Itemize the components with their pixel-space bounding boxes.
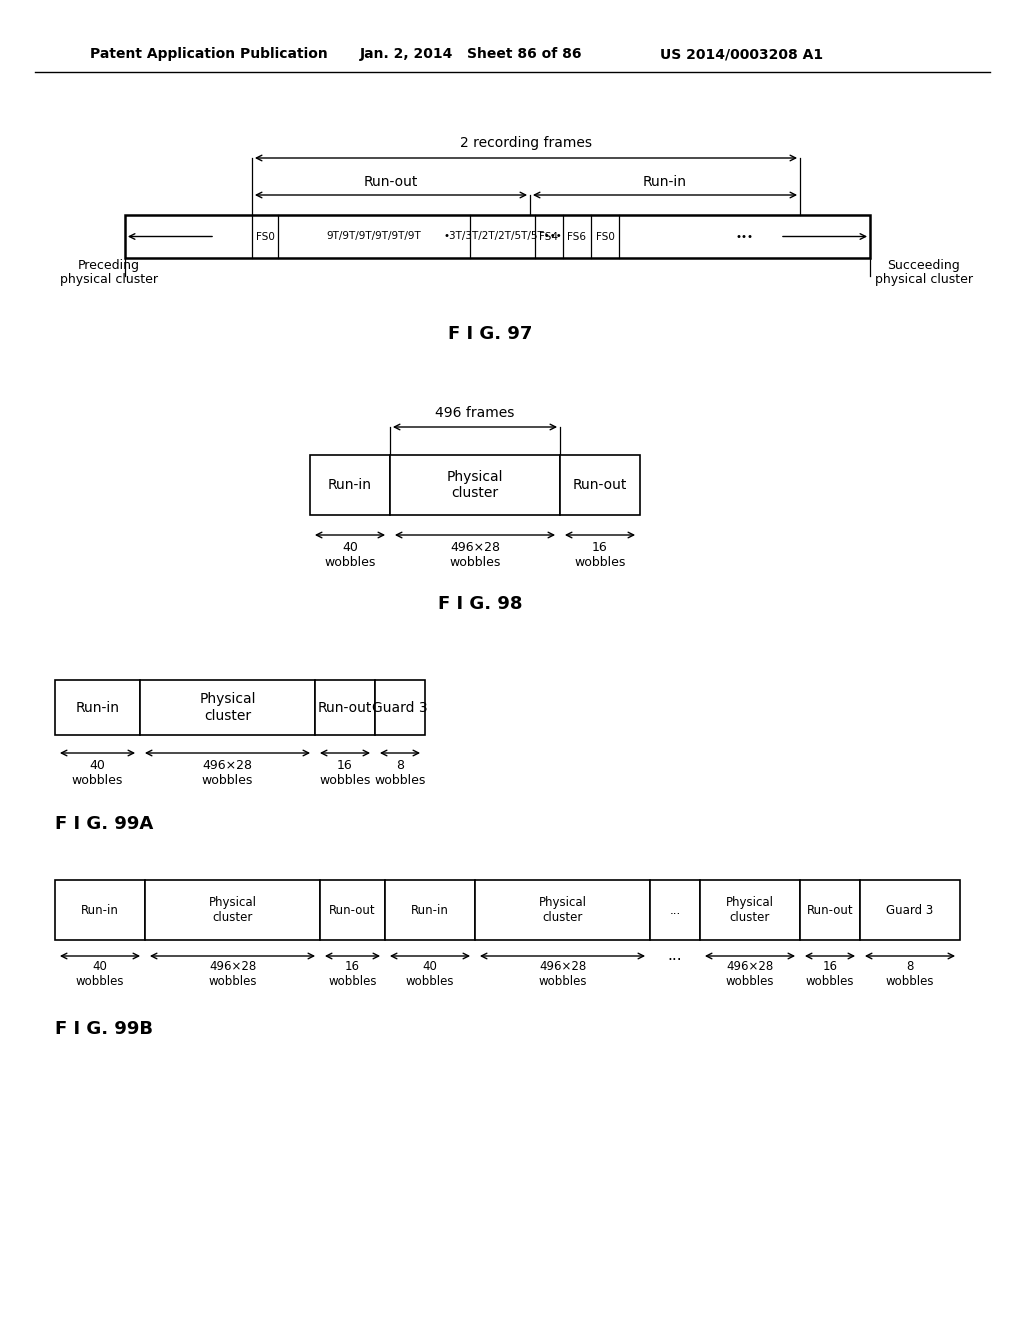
Text: Run-out: Run-out (329, 903, 376, 916)
Text: FS4: FS4 (540, 231, 558, 242)
Text: Run-out: Run-out (317, 701, 372, 714)
Bar (310, 455, 390, 515)
Bar (385, 880, 475, 940)
Bar (650, 880, 700, 940)
Text: 2 recording frames: 2 recording frames (460, 136, 592, 150)
Text: 496 frames: 496 frames (435, 407, 515, 420)
Text: •3T/3T/2T/2T/5T/5T•••: •3T/3T/2T/2T/5T/5T••• (443, 231, 562, 242)
Bar (140, 680, 315, 735)
Text: Run-out: Run-out (364, 176, 418, 189)
Bar (860, 880, 961, 940)
Text: 16
wobbles: 16 wobbles (329, 960, 377, 987)
Text: 16
wobbles: 16 wobbles (319, 759, 371, 787)
Text: FS0: FS0 (596, 231, 614, 242)
Text: FS0: FS0 (256, 231, 274, 242)
Text: Run-out: Run-out (572, 478, 627, 492)
Bar (475, 880, 650, 940)
Bar (375, 680, 425, 735)
Text: Guard 3: Guard 3 (887, 903, 934, 916)
Text: 8
wobbles: 8 wobbles (886, 960, 934, 987)
Text: F I G. 99B: F I G. 99B (55, 1020, 153, 1038)
Bar (55, 680, 140, 735)
Text: 40
wobbles: 40 wobbles (76, 960, 124, 987)
Text: F I G. 99A: F I G. 99A (55, 814, 154, 833)
Text: Guard 3: Guard 3 (372, 701, 428, 714)
Text: 496×28
wobbles: 496×28 wobbles (726, 960, 774, 987)
Bar (315, 680, 375, 735)
Text: 496×28
wobbles: 496×28 wobbles (208, 960, 257, 987)
Text: 496×28
wobbles: 496×28 wobbles (539, 960, 587, 987)
Text: Physical
cluster: Physical cluster (200, 693, 256, 722)
Text: Patent Application Publication: Patent Application Publication (90, 48, 328, 61)
Text: Physical
cluster: Physical cluster (726, 896, 774, 924)
Text: Run-in: Run-in (81, 903, 119, 916)
Text: Run-in: Run-in (328, 478, 372, 492)
Text: Preceding
physical cluster: Preceding physical cluster (60, 259, 158, 286)
Bar (800, 880, 860, 940)
Text: F I G. 97: F I G. 97 (447, 325, 532, 343)
Text: Physical
cluster: Physical cluster (446, 470, 503, 500)
Text: Succeeding
physical cluster: Succeeding physical cluster (874, 259, 973, 286)
Text: 40
wobbles: 40 wobbles (325, 541, 376, 569)
Text: ...: ... (668, 949, 682, 964)
Text: 40
wobbles: 40 wobbles (72, 759, 123, 787)
Text: Physical
cluster: Physical cluster (209, 896, 256, 924)
Bar (125, 215, 870, 257)
Text: •••: ••• (735, 231, 754, 242)
Bar (319, 880, 385, 940)
Bar (145, 880, 319, 940)
Text: Physical
cluster: Physical cluster (539, 896, 587, 924)
Bar (560, 455, 640, 515)
Text: Run-in: Run-in (76, 701, 120, 714)
Text: F I G. 98: F I G. 98 (437, 595, 522, 612)
Text: Run-in: Run-in (411, 903, 449, 916)
Text: ...: ... (670, 903, 681, 916)
Text: 40
wobbles: 40 wobbles (406, 960, 455, 987)
Text: Run-in: Run-in (643, 176, 687, 189)
Text: 496×28
wobbles: 496×28 wobbles (450, 541, 501, 569)
Text: Jan. 2, 2014   Sheet 86 of 86: Jan. 2, 2014 Sheet 86 of 86 (360, 48, 583, 61)
Bar (390, 455, 560, 515)
Text: 9T/9T/9T/9T/9T/9T: 9T/9T/9T/9T/9T/9T (327, 231, 421, 242)
Bar (55, 880, 145, 940)
Text: FS6: FS6 (567, 231, 587, 242)
Text: 16
wobbles: 16 wobbles (806, 960, 854, 987)
Text: 16
wobbles: 16 wobbles (574, 541, 626, 569)
Text: US 2014/0003208 A1: US 2014/0003208 A1 (660, 48, 823, 61)
Bar (700, 880, 800, 940)
Text: 496×28
wobbles: 496×28 wobbles (202, 759, 253, 787)
Text: Run-out: Run-out (807, 903, 853, 916)
Text: 8
wobbles: 8 wobbles (375, 759, 426, 787)
